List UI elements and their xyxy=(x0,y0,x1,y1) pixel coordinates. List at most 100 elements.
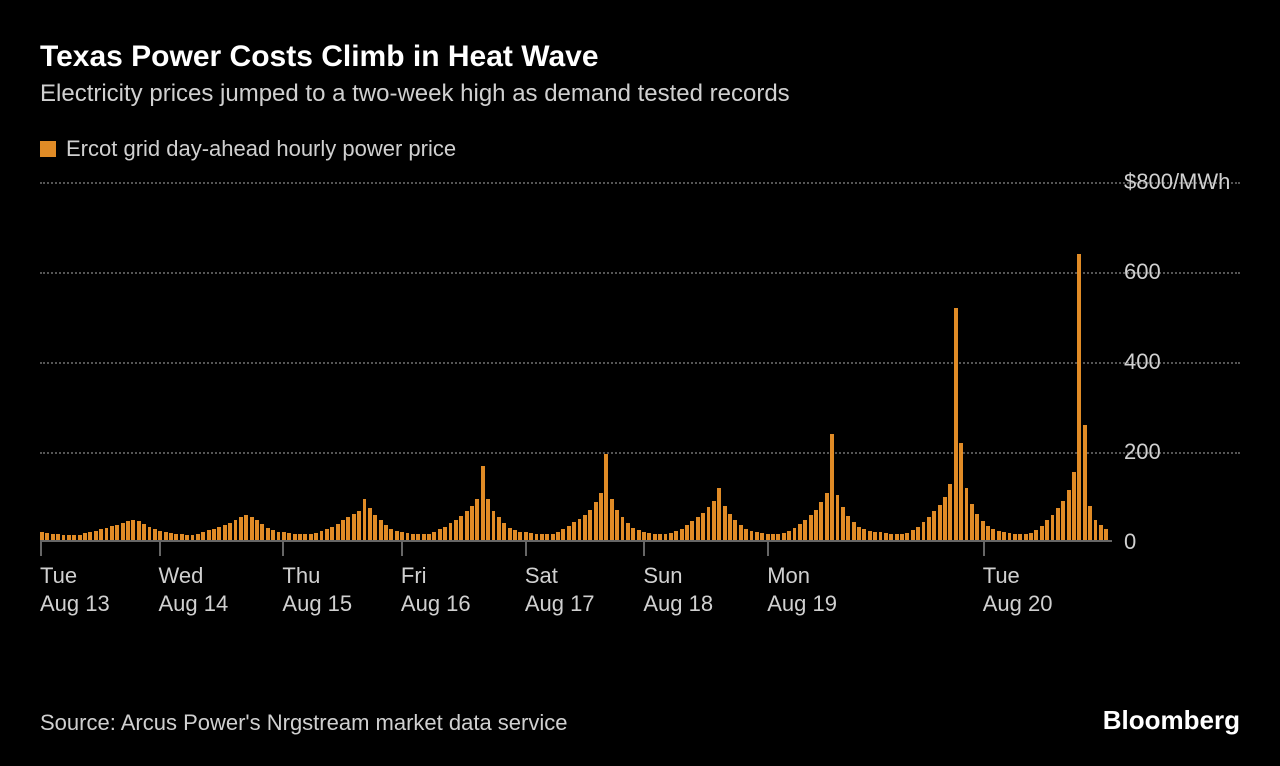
chart-area: 0200400600$800/MWh TueAug 13WedAug 14Thu… xyxy=(40,182,1240,632)
bar xyxy=(1067,490,1071,542)
bar xyxy=(244,515,248,542)
x-tick-mark xyxy=(159,542,161,556)
bar xyxy=(131,520,135,542)
x-tick-mark xyxy=(282,542,284,556)
bar xyxy=(1072,472,1076,542)
bar xyxy=(363,499,367,542)
bar xyxy=(819,502,823,542)
bar xyxy=(588,510,592,542)
bar xyxy=(346,517,350,542)
bar xyxy=(341,520,345,542)
bar xyxy=(954,308,958,542)
x-tick-mark xyxy=(767,542,769,556)
brand-label: Bloomberg xyxy=(1103,705,1240,736)
bar xyxy=(690,521,694,542)
bar xyxy=(948,484,952,543)
bar xyxy=(610,499,614,542)
bar xyxy=(454,520,458,543)
bar xyxy=(1077,254,1081,542)
bar xyxy=(379,520,383,542)
y-tick-label: 200 xyxy=(1124,439,1161,465)
bars-container xyxy=(40,182,1112,542)
bar xyxy=(959,443,963,542)
x-tick-mark xyxy=(983,542,985,556)
plot-area: 0200400600$800/MWh xyxy=(40,182,1240,542)
x-tick-label-weekday: Sun xyxy=(643,562,713,590)
bar xyxy=(373,515,377,542)
bar xyxy=(470,506,474,542)
bar xyxy=(1088,506,1092,542)
x-tick: TueAug 13 xyxy=(40,542,110,617)
bar xyxy=(841,507,845,542)
x-tick-mark xyxy=(40,542,42,556)
x-tick-label-weekday: Mon xyxy=(767,562,837,590)
bar xyxy=(604,454,608,542)
bar xyxy=(707,507,711,542)
bar xyxy=(239,517,243,542)
bar xyxy=(465,511,469,542)
chart-title: Texas Power Costs Climb in Heat Wave xyxy=(40,40,1240,74)
x-tick-mark xyxy=(643,542,645,556)
bar xyxy=(497,517,501,542)
y-tick-label: 600 xyxy=(1124,259,1161,285)
source-text: Source: Arcus Power's Nrgstream market d… xyxy=(40,710,568,736)
x-tick-label-date: Aug 18 xyxy=(643,590,713,618)
bar xyxy=(481,466,485,543)
bar xyxy=(1083,425,1087,542)
x-tick-label-date: Aug 13 xyxy=(40,590,110,618)
x-tick-label-weekday: Thu xyxy=(282,562,352,590)
bar xyxy=(1056,508,1060,542)
bar xyxy=(234,520,238,542)
bar xyxy=(981,521,985,542)
bar xyxy=(701,513,705,542)
footer: Source: Arcus Power's Nrgstream market d… xyxy=(40,705,1240,736)
x-tick-label-weekday: Sat xyxy=(525,562,595,590)
legend: Ercot grid day-ahead hourly power price xyxy=(40,136,1240,162)
y-tick-label: 0 xyxy=(1124,529,1136,555)
bar xyxy=(621,517,625,542)
legend-label: Ercot grid day-ahead hourly power price xyxy=(66,136,456,162)
bar xyxy=(137,521,141,542)
x-tick-label-date: Aug 15 xyxy=(282,590,352,618)
bar xyxy=(126,521,130,542)
bar xyxy=(615,510,619,542)
y-tick-label: $800/MWh xyxy=(1124,169,1230,195)
x-tick-label-date: Aug 17 xyxy=(525,590,595,618)
bar xyxy=(943,497,947,542)
y-tick-label: 400 xyxy=(1124,349,1161,375)
bar xyxy=(927,517,931,542)
chart-subtitle: Electricity prices jumped to a two-week … xyxy=(40,80,1240,108)
x-tick: SunAug 18 xyxy=(643,542,713,617)
bar xyxy=(696,517,700,542)
bar xyxy=(733,520,737,542)
x-tick: TueAug 20 xyxy=(983,542,1053,617)
x-tick-label-date: Aug 20 xyxy=(983,590,1053,618)
x-tick-label-date: Aug 16 xyxy=(401,590,471,618)
bar xyxy=(932,511,936,542)
x-tick: SatAug 17 xyxy=(525,542,595,617)
bar xyxy=(836,495,840,542)
bar xyxy=(723,506,727,542)
bar xyxy=(846,516,850,542)
x-tick: ThuAug 15 xyxy=(282,542,352,617)
x-tick-label-weekday: Fri xyxy=(401,562,471,590)
bar xyxy=(1051,515,1055,542)
bar xyxy=(717,488,721,542)
bar xyxy=(486,499,490,542)
bar xyxy=(938,505,942,542)
bar xyxy=(594,502,598,542)
bar xyxy=(368,508,372,542)
bar xyxy=(475,499,479,542)
x-tick-label-date: Aug 19 xyxy=(767,590,837,618)
bar xyxy=(830,434,834,542)
bar xyxy=(1061,501,1065,542)
bar xyxy=(712,501,716,542)
bar xyxy=(825,493,829,543)
bar xyxy=(352,514,356,542)
bar xyxy=(728,514,732,542)
x-tick: WedAug 14 xyxy=(159,542,229,617)
bar xyxy=(1045,520,1049,542)
bar xyxy=(1094,520,1098,543)
x-tick-mark xyxy=(401,542,403,556)
x-tick-label-weekday: Wed xyxy=(159,562,229,590)
